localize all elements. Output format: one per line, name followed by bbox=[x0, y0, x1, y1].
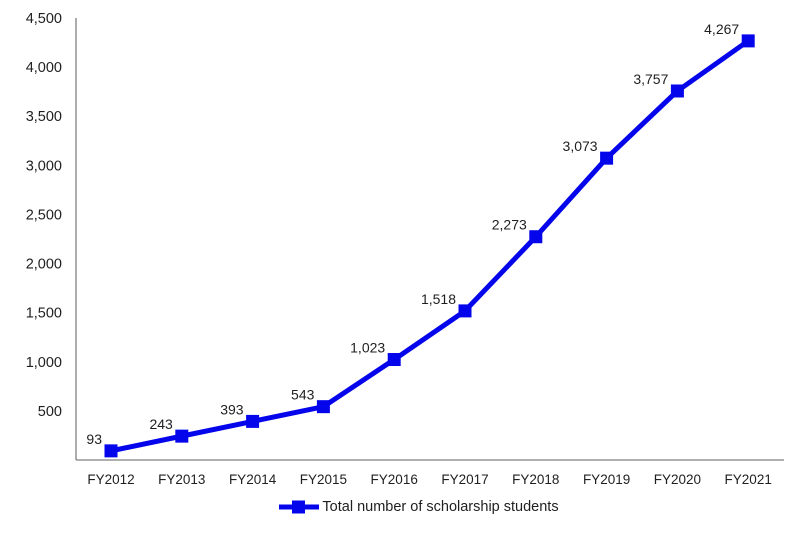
y-axis-tick-label: 3,000 bbox=[26, 158, 62, 174]
data-point-label: 1,023 bbox=[350, 340, 385, 356]
y-axis-tick-label: 2,000 bbox=[26, 257, 62, 273]
data-point-marker bbox=[175, 429, 189, 443]
x-axis-category-label: FY2013 bbox=[158, 472, 205, 487]
x-axis-category-label: FY2021 bbox=[725, 472, 772, 487]
legend-label: Total number of scholarship students bbox=[322, 499, 559, 515]
data-point-label: 3,757 bbox=[633, 71, 668, 87]
data-point-label: 4,267 bbox=[704, 21, 739, 37]
y-axis-tick-label: 500 bbox=[38, 404, 62, 420]
data-point-label: 3,073 bbox=[563, 138, 598, 154]
y-axis-tick-label: 1,000 bbox=[26, 355, 62, 371]
x-axis-category-label: FY2015 bbox=[300, 472, 347, 487]
data-point-label: 2,273 bbox=[492, 217, 527, 233]
x-axis-category-label: FY2019 bbox=[583, 472, 630, 487]
x-axis-category-label: FY2020 bbox=[654, 472, 701, 487]
y-axis-tick-label: 4,000 bbox=[26, 60, 62, 76]
data-point-label: 93 bbox=[86, 431, 102, 447]
x-axis-category-label: FY2016 bbox=[371, 472, 418, 487]
legend-entry: Total number of scholarship students bbox=[279, 499, 559, 515]
y-axis-tick-label: 3,500 bbox=[26, 109, 62, 125]
data-point-marker bbox=[670, 84, 684, 98]
x-axis-category-label: FY2014 bbox=[229, 472, 277, 487]
x-axis-category-label: FY2018 bbox=[512, 472, 559, 487]
data-point-marker bbox=[316, 400, 330, 414]
data-point-label: 1,518 bbox=[421, 291, 456, 307]
y-axis-tick-label: 2,500 bbox=[26, 207, 62, 223]
legend-line-marker-icon bbox=[279, 500, 320, 514]
data-point-marker bbox=[246, 414, 260, 428]
data-point-label: 393 bbox=[220, 401, 244, 417]
data-point-marker bbox=[458, 304, 472, 318]
data-point-marker bbox=[529, 230, 543, 244]
y-axis-tick-label: 1,500 bbox=[26, 306, 62, 322]
y-axis-tick-label: 4,500 bbox=[26, 11, 62, 27]
x-axis-category-label: FY2017 bbox=[441, 472, 488, 487]
x-axis-category-label: FY2012 bbox=[87, 472, 134, 487]
data-point-marker bbox=[104, 444, 118, 458]
data-point-marker bbox=[600, 151, 614, 165]
data-point-marker bbox=[741, 34, 755, 48]
series-line bbox=[108, 38, 751, 454]
line-chart: 500 1,000 1,500 2,000 2,500 3,000 3,500 4,000 4,… bbox=[26, 11, 784, 487]
data-point-label: 243 bbox=[149, 416, 173, 432]
data-point-marker bbox=[387, 353, 401, 367]
legend: Total number of scholarship students bbox=[0, 499, 800, 515]
data-point-label: 543 bbox=[291, 387, 315, 403]
